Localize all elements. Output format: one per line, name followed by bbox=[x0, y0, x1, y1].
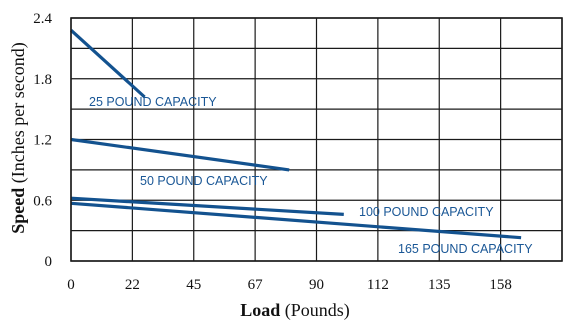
series-line-3 bbox=[70, 201, 522, 240]
series-line-2 bbox=[70, 196, 344, 216]
y-tick-label: 2.4 bbox=[33, 11, 52, 27]
x-tick-labels: 0 22 45 67 90 112 135 158 bbox=[67, 277, 512, 293]
x-tick-label: 67 bbox=[248, 277, 264, 293]
series-label-50: 50 POUND CAPACITY bbox=[140, 174, 268, 188]
series-lines bbox=[69, 29, 522, 240]
x-tick-label: 22 bbox=[125, 277, 140, 293]
y-tick-label: 0.6 bbox=[33, 193, 52, 209]
y-tick-label: 1.2 bbox=[33, 133, 52, 149]
y-tick-labels: 0 0.6 1.2 1.8 2.4 bbox=[33, 11, 52, 270]
series-label-100: 100 POUND CAPACITY bbox=[359, 205, 494, 219]
y-tick-label: 1.8 bbox=[33, 72, 52, 88]
x-axis-label-rest: (Pounds) bbox=[280, 300, 350, 321]
x-tick-label: 158 bbox=[489, 277, 512, 293]
series-label-165: 165 POUND CAPACITY bbox=[398, 242, 533, 256]
x-tick-label: 112 bbox=[367, 277, 389, 293]
series-line-0 bbox=[69, 29, 146, 99]
x-tick-label: 135 bbox=[428, 277, 451, 293]
y-axis-label: Speed (Inches per second) bbox=[8, 42, 29, 233]
y-axis-label-bold: Speed bbox=[8, 188, 28, 234]
x-tick-label: 45 bbox=[186, 277, 201, 293]
gridlines bbox=[70, 17, 563, 262]
x-tick-label: 0 bbox=[67, 277, 75, 293]
x-axis-label-bold: Load bbox=[240, 300, 280, 320]
y-axis-label-rest: (Inches per second) bbox=[8, 42, 29, 187]
y-tick-label: 0 bbox=[45, 254, 53, 270]
x-tick-label: 90 bbox=[309, 277, 324, 293]
plot-frame bbox=[70, 17, 563, 262]
series-label-25: 25 POUND CAPACITY bbox=[89, 95, 217, 109]
x-axis-label: Load (Pounds) bbox=[240, 300, 350, 321]
series-line-1 bbox=[70, 137, 290, 172]
